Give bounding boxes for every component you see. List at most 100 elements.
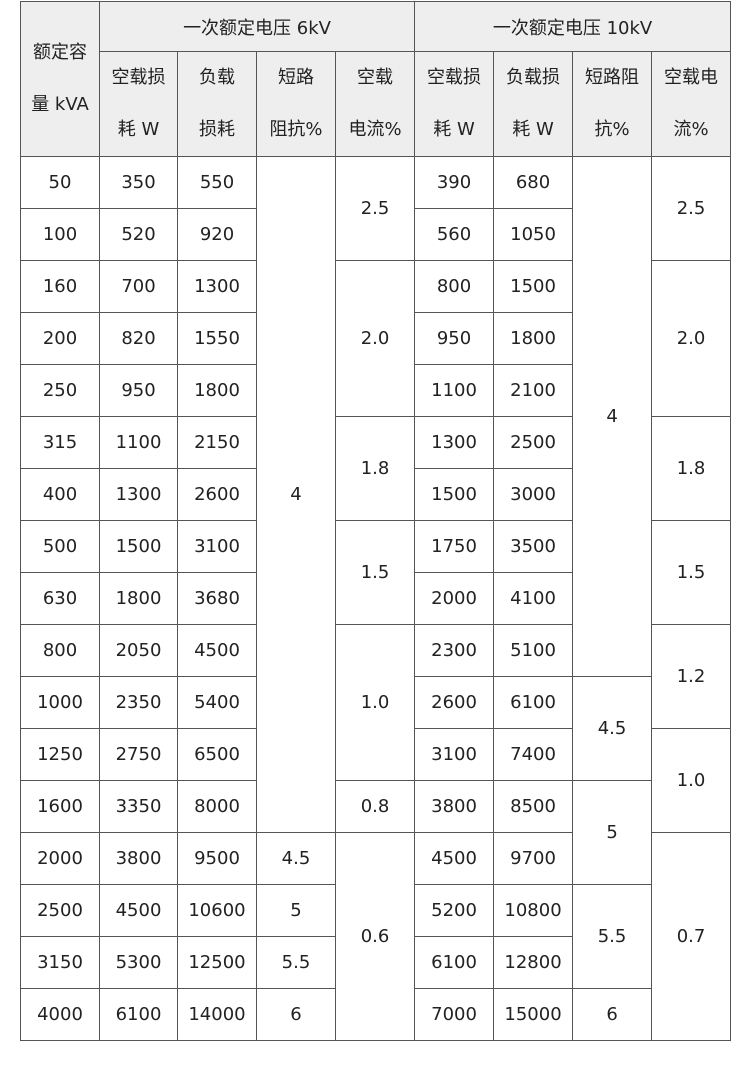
- table-row: 2500 4500 10600 5 5200 10800 5.5: [20, 884, 731, 989]
- table-cell: 4500: [99, 884, 178, 937]
- table-cell: 3100: [177, 520, 257, 573]
- table-cell: 4500: [177, 624, 257, 677]
- table-cell: 5100: [493, 624, 574, 677]
- table-cell: 2150: [177, 416, 257, 469]
- table-cell: 12800: [493, 936, 574, 989]
- table-cell: 6500: [177, 728, 257, 781]
- table-cell: 15000: [493, 988, 574, 1041]
- table-cell: 800: [414, 260, 495, 313]
- table-cell: 2600: [414, 676, 495, 729]
- table-cell: 2500: [20, 884, 100, 937]
- table-cell: 1.5: [334, 520, 416, 625]
- table-cell: 4.5: [572, 676, 653, 781]
- table-cell: 0.7: [651, 832, 732, 1041]
- table-row: 630 1800 3680 2000 4100: [20, 572, 731, 625]
- table-cell: 3500: [493, 520, 574, 573]
- table-row: 1600 3350 8000 0.8 3800 8500 5: [20, 780, 731, 885]
- table-cell: 2100: [493, 364, 574, 417]
- subheader-10kv-2: 短路阻 抗%: [572, 51, 653, 157]
- table-cell: 1500: [493, 260, 574, 313]
- table-cell: 390: [414, 156, 495, 209]
- table-cell: 6100: [414, 936, 495, 989]
- table-cell: 8500: [493, 780, 574, 833]
- header-capacity: 额定容量 kVA: [20, 1, 100, 157]
- table-cell: 4.5: [256, 832, 336, 885]
- table-cell: 1050: [493, 208, 574, 261]
- table-cell: 1.8: [651, 416, 732, 521]
- table-cell: 1250: [20, 728, 100, 781]
- table-cell: 5.5: [572, 884, 653, 989]
- table-cell: 2050: [99, 624, 178, 677]
- table-row: 400 1300 2600 1500 3000: [20, 468, 731, 521]
- table-row: 315 1100 2150 1.8 1300 2500 1.8: [20, 416, 732, 521]
- table-cell: 3800: [414, 780, 495, 833]
- table-cell: 0.6: [334, 832, 416, 1041]
- table-cell: 3680: [177, 572, 257, 625]
- table-row: 1250 2750 6500 3100 7400 1.0: [20, 728, 732, 833]
- table-cell: 1.5: [651, 520, 732, 625]
- table-cell: 2.5: [334, 156, 416, 261]
- table-cell: 400: [20, 468, 100, 521]
- table-row: 200 820 1550 950 1800: [20, 312, 731, 365]
- table-cell: 5.5: [256, 936, 336, 989]
- table-cell: 6100: [99, 988, 178, 1041]
- table-cell: 1800: [177, 364, 257, 417]
- table-cell: 5: [256, 884, 336, 937]
- table-cell: 5: [572, 780, 653, 885]
- table-row: 800 2050 4500 1.0 2300 5100 1.2: [20, 624, 732, 781]
- table-cell: 680: [493, 156, 574, 209]
- table-cell: 2.5: [651, 156, 732, 261]
- table-cell: 160: [20, 260, 100, 313]
- table-cell: 12500: [177, 936, 257, 989]
- table-cell: 3100: [414, 728, 495, 781]
- transformer-spec-table: 额定容量 kVA 一次额定电压 6kV 一次额定电压 10kV 空载损耗 W 负载…: [20, 1, 732, 1041]
- table-row: 160 700 1300 2.0 800 1500 2.0: [20, 260, 732, 417]
- table-cell: 315: [20, 416, 100, 469]
- table-cell: 200: [20, 312, 100, 365]
- table-cell: 1500: [414, 468, 495, 521]
- table-cell: 5300: [99, 936, 178, 989]
- table-cell: 1600: [20, 780, 100, 833]
- table-cell: 1750: [414, 520, 495, 573]
- subheader-10kv-3: 空载电 流%: [651, 51, 732, 157]
- table-cell: 14000: [177, 988, 257, 1041]
- table-row: 1000 2350 5400 2600 6100 4.5: [20, 676, 731, 781]
- table-cell: 1.2: [651, 624, 732, 729]
- table-cell: 5400: [177, 676, 257, 729]
- table-cell: 950: [414, 312, 495, 365]
- table-cell: 5200: [414, 884, 495, 937]
- table-cell: 550: [177, 156, 257, 209]
- table-cell: 3150: [20, 936, 100, 989]
- table-cell: 1300: [414, 416, 495, 469]
- table-cell: 4500: [414, 832, 495, 885]
- table-cell: 500: [20, 520, 100, 573]
- table-cell: 2000: [414, 572, 495, 625]
- table-cell: 4000: [20, 988, 100, 1041]
- table-cell: 0.8: [334, 780, 416, 833]
- table-cell: 7000: [414, 988, 495, 1041]
- table-cell: 100: [20, 208, 100, 261]
- table-row: 500 1500 3100 1.5 1750 3500 1.5: [20, 520, 732, 625]
- table-cell: 2000: [20, 832, 100, 885]
- table-cell: 1.8: [334, 416, 416, 521]
- header-group-6kv: 一次额定电压 6kV: [98, 1, 416, 52]
- table-cell: 800: [20, 624, 100, 677]
- table-cell: 4100: [493, 572, 574, 625]
- table-cell: 630: [20, 572, 100, 625]
- table-cell: 4: [256, 156, 336, 833]
- table-cell: 2350: [99, 676, 178, 729]
- subheader-6kv-2: 短路 阻抗%: [256, 51, 336, 157]
- table-cell: 2500: [493, 416, 574, 469]
- subheader-6kv-3: 空载 电流%: [334, 51, 416, 157]
- table-cell: 1.0: [651, 728, 732, 833]
- table-cell: 1550: [177, 312, 257, 365]
- table-cell: 2.0: [651, 260, 732, 417]
- table-cell: 1100: [99, 416, 178, 469]
- table-cell: 3000: [493, 468, 574, 521]
- table-cell: 50: [20, 156, 100, 209]
- table-cell: 6100: [493, 676, 574, 729]
- table-cell: 6: [572, 988, 653, 1041]
- table-row: 4000 6100 14000 6 7000 15000 6: [20, 988, 731, 1041]
- table-cell: 920: [177, 208, 257, 261]
- table-row: 100 520 920 560 1050: [20, 208, 731, 261]
